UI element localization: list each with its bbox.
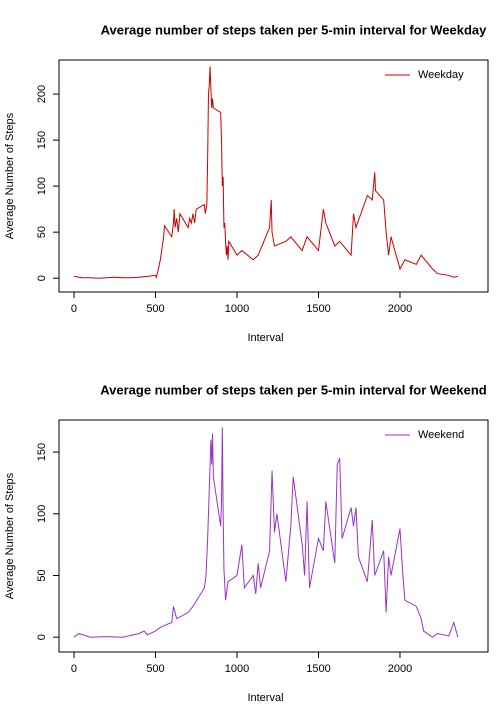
y-tick-label: 100 [36, 177, 48, 195]
x-axis-label: Interval [247, 332, 283, 344]
x-axis-label: Interval [247, 692, 283, 704]
y-tick-label: 200 [36, 85, 48, 103]
chart-title: Average number of steps taken per 5-min … [101, 22, 488, 37]
x-tick-label: 500 [146, 663, 164, 675]
x-tick-label: 1500 [306, 303, 330, 315]
y-tick-label: 50 [36, 226, 48, 238]
y-axis-label: Average Number of Steps [4, 472, 16, 599]
y-axis-label: Average Number of Steps [4, 112, 16, 239]
chart-title: Average number of steps taken per 5-min … [100, 382, 487, 397]
x-tick-label: 1000 [225, 663, 249, 675]
plot-frame [58, 59, 489, 293]
plot-frame [58, 419, 489, 653]
y-tick-label: 0 [36, 275, 48, 281]
data-line [73, 427, 459, 638]
y-tick-label: 100 [36, 505, 48, 523]
legend-label: Weekend [418, 429, 464, 441]
x-tick-label: 1500 [306, 663, 330, 675]
y-tick-label: 150 [36, 131, 48, 149]
y-tick-label: 50 [36, 569, 48, 581]
x-tick-label: 500 [146, 303, 164, 315]
x-tick-label: 0 [71, 663, 77, 675]
x-tick-label: 1000 [225, 303, 249, 315]
x-tick-label: 0 [71, 303, 77, 315]
data-line [73, 66, 458, 279]
y-tick-label: 150 [36, 443, 48, 461]
x-tick-label: 2000 [388, 303, 412, 315]
x-tick-label: 2000 [388, 663, 412, 675]
legend-label: Weekday [418, 69, 464, 81]
y-tick-label: 0 [36, 634, 48, 640]
